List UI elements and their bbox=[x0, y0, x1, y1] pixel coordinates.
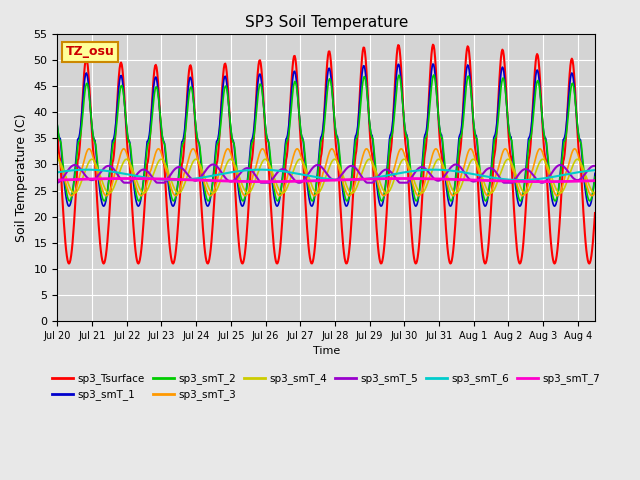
sp3_smT_7 bbox=[284, 179, 291, 184]
sp3_Tsurface bbox=[440, 190, 447, 195]
Line: sp3_smT_4: sp3_smT_4 bbox=[58, 159, 595, 193]
sp3_smT_2 bbox=[591, 174, 599, 180]
sp3_smT_6 bbox=[304, 173, 312, 179]
sp3_smT_2 bbox=[447, 198, 455, 204]
sp3_Tsurface bbox=[54, 130, 61, 136]
sp3_Tsurface bbox=[303, 225, 311, 230]
sp3_smT_6 bbox=[56, 169, 63, 175]
Line: sp3_smT_3: sp3_smT_3 bbox=[58, 149, 595, 196]
sp3_Tsurface bbox=[129, 212, 136, 218]
Legend: sp3_Tsurface, sp3_smT_1, sp3_smT_2, sp3_smT_3, sp3_smT_4, sp3_smT_5, sp3_smT_6, : sp3_Tsurface, sp3_smT_1, sp3_smT_2, sp3_… bbox=[48, 369, 604, 405]
sp3_smT_6 bbox=[440, 167, 447, 173]
sp3_smT_5 bbox=[209, 162, 217, 168]
Line: sp3_smT_5: sp3_smT_5 bbox=[58, 165, 595, 183]
sp3_Tsurface bbox=[453, 197, 461, 203]
sp3_smT_3 bbox=[452, 190, 460, 195]
sp3_smT_2 bbox=[283, 138, 291, 144]
sp3_smT_2 bbox=[303, 173, 311, 179]
sp3_smT_7 bbox=[54, 177, 61, 183]
sp3_smT_1 bbox=[440, 157, 447, 163]
sp3_smT_4 bbox=[383, 190, 390, 196]
sp3_smT_1 bbox=[129, 172, 136, 178]
sp3_smT_5 bbox=[305, 171, 312, 177]
Title: SP3 Soil Temperature: SP3 Soil Temperature bbox=[244, 15, 408, 30]
sp3_smT_6 bbox=[516, 177, 524, 183]
sp3_smT_5 bbox=[454, 162, 461, 168]
sp3_smT_3 bbox=[591, 190, 599, 195]
sp3_smT_4 bbox=[56, 158, 63, 164]
sp3_smT_2 bbox=[56, 137, 63, 143]
sp3_smT_4 bbox=[303, 169, 311, 175]
sp3_smT_7 bbox=[56, 177, 63, 183]
sp3_smT_1 bbox=[283, 135, 291, 141]
sp3_smT_1 bbox=[591, 170, 599, 176]
sp3_smT_3 bbox=[129, 170, 136, 176]
sp3_smT_2 bbox=[440, 151, 447, 157]
sp3_smT_3 bbox=[484, 193, 492, 199]
sp3_smT_1 bbox=[429, 61, 436, 67]
sp3_smT_5 bbox=[56, 179, 63, 184]
sp3_smT_3 bbox=[56, 159, 63, 165]
sp3_smT_2 bbox=[129, 165, 136, 171]
sp3_smT_7 bbox=[453, 177, 461, 182]
sp3_smT_7 bbox=[440, 176, 447, 182]
sp3_smT_4 bbox=[400, 156, 408, 162]
sp3_smT_6 bbox=[54, 169, 61, 175]
sp3_smT_1 bbox=[303, 180, 311, 186]
sp3_smT_7 bbox=[304, 178, 312, 184]
sp3_smT_5 bbox=[129, 176, 137, 182]
Line: sp3_smT_1: sp3_smT_1 bbox=[58, 64, 595, 206]
sp3_smT_4 bbox=[283, 186, 291, 192]
Line: sp3_smT_2: sp3_smT_2 bbox=[58, 75, 595, 201]
sp3_smT_1 bbox=[56, 135, 63, 141]
sp3_smT_3 bbox=[439, 166, 447, 172]
Line: sp3_Tsurface: sp3_Tsurface bbox=[58, 45, 595, 264]
sp3_smT_7 bbox=[123, 176, 131, 181]
sp3_smT_1 bbox=[54, 123, 61, 129]
sp3_smT_7 bbox=[539, 179, 547, 184]
sp3_smT_6 bbox=[591, 167, 599, 173]
sp3_smT_3 bbox=[283, 177, 291, 182]
sp3_Tsurface bbox=[591, 210, 599, 216]
sp3_Tsurface bbox=[56, 155, 63, 160]
sp3_smT_6 bbox=[83, 167, 91, 172]
X-axis label: Time: Time bbox=[312, 346, 340, 356]
sp3_smT_1 bbox=[453, 162, 461, 168]
sp3_smT_5 bbox=[591, 163, 599, 169]
sp3_smT_4 bbox=[591, 190, 599, 196]
sp3_smT_3 bbox=[303, 174, 311, 180]
sp3_smT_5 bbox=[441, 173, 449, 179]
sp3_smT_5 bbox=[284, 169, 292, 175]
sp3_smT_7 bbox=[591, 178, 599, 183]
sp3_smT_6 bbox=[284, 169, 291, 175]
sp3_smT_2 bbox=[430, 72, 438, 78]
sp3_smT_5 bbox=[54, 180, 61, 186]
sp3_smT_3 bbox=[501, 146, 509, 152]
Line: sp3_smT_7: sp3_smT_7 bbox=[58, 179, 595, 181]
sp3_Tsurface bbox=[283, 154, 291, 159]
sp3_smT_4 bbox=[454, 190, 461, 195]
sp3_Tsurface bbox=[429, 42, 436, 48]
sp3_smT_4 bbox=[54, 156, 61, 162]
sp3_smT_2 bbox=[54, 122, 61, 128]
sp3_smT_7 bbox=[129, 176, 137, 181]
sp3_smT_2 bbox=[454, 159, 461, 165]
sp3_smT_4 bbox=[129, 167, 136, 173]
Line: sp3_smT_6: sp3_smT_6 bbox=[58, 169, 595, 180]
sp3_smT_6 bbox=[129, 172, 137, 178]
sp3_smT_1 bbox=[586, 204, 593, 209]
Text: TZ_osu: TZ_osu bbox=[65, 46, 114, 59]
sp3_Tsurface bbox=[586, 261, 593, 266]
Y-axis label: Soil Temperature (C): Soil Temperature (C) bbox=[15, 113, 28, 242]
sp3_smT_5 bbox=[120, 180, 128, 186]
sp3_smT_6 bbox=[453, 168, 461, 174]
sp3_smT_4 bbox=[441, 166, 449, 172]
sp3_smT_3 bbox=[54, 151, 61, 156]
